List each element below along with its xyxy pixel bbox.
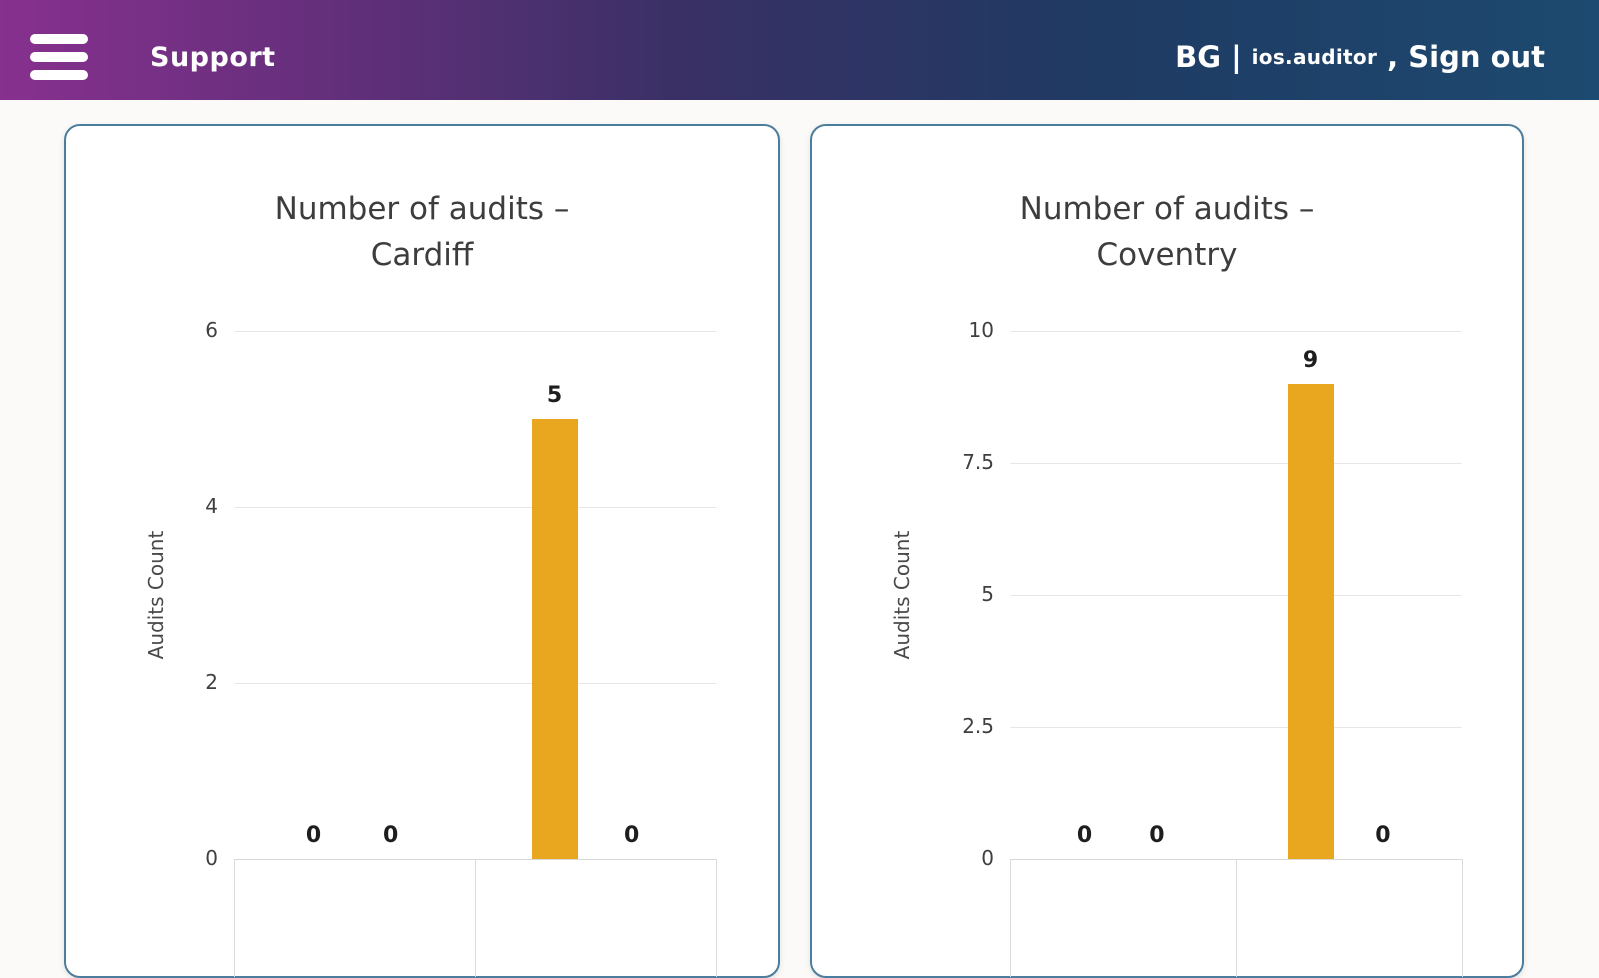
bar-value-label: 0 xyxy=(1076,823,1093,848)
gridline xyxy=(234,507,716,508)
gridline xyxy=(1010,727,1462,728)
y-tick-label: 0 xyxy=(205,846,218,870)
user-initials: BG xyxy=(1175,40,1222,74)
hamburger-bar xyxy=(30,34,88,44)
bar-value-label: 0 xyxy=(1149,823,1165,848)
gridline xyxy=(234,331,716,332)
nav-support[interactable]: Support xyxy=(150,41,276,73)
chart-title-line-1: Number of audits – xyxy=(1019,191,1315,227)
x-axis-line xyxy=(234,859,235,977)
bar-value-label: 0 xyxy=(1375,823,1391,848)
y-tick-label: 5 xyxy=(981,582,994,606)
bar-value-label: 9 xyxy=(1302,347,1319,373)
bar-value-label: 0 xyxy=(623,823,640,848)
x-axis-line xyxy=(1236,859,1237,977)
y-tick-label: 4 xyxy=(205,494,218,518)
x-axis-line xyxy=(475,859,476,977)
gridline xyxy=(234,683,716,684)
bar xyxy=(1287,383,1334,859)
y-tick-label: 10 xyxy=(968,318,994,342)
y-tick-label: 2.5 xyxy=(962,714,994,738)
y-tick-label: 6 xyxy=(205,318,218,342)
username: ios.auditor xyxy=(1251,45,1378,69)
gridline xyxy=(1010,595,1462,596)
bar-value-label: 0 xyxy=(382,823,399,848)
chart-title: Number of audits – Coventry xyxy=(812,186,1522,278)
chart-card-coventry: Number of audits – Coventry Audits Count… xyxy=(810,124,1524,978)
x-axis-line xyxy=(716,859,717,977)
chart-title-line-2: Cardiff xyxy=(370,237,474,273)
y-tick-label: 0 xyxy=(981,846,994,870)
sign-out-link[interactable]: , Sign out xyxy=(1387,40,1545,74)
y-tick-label: 2 xyxy=(205,670,218,694)
gridline xyxy=(1010,463,1462,464)
chart-plot-area: 10 7.5 5 2.5 0 0 0 9 0 xyxy=(812,126,1522,977)
y-tick-label: 7.5 xyxy=(962,450,994,474)
gridline xyxy=(1010,331,1462,332)
chart-title-line-1: Number of audits – xyxy=(274,191,570,227)
bar-value-label: 0 xyxy=(305,823,322,848)
user-area: BG | ios.auditor , Sign out xyxy=(1175,40,1545,74)
bar xyxy=(531,419,578,859)
x-axis-line xyxy=(1462,859,1463,977)
chart-plot-area: 6 4 2 0 0 0 5 0 xyxy=(66,126,778,977)
x-axis-line xyxy=(1010,859,1011,977)
chart-title-line-2: Coventry xyxy=(1096,237,1238,273)
separator: | xyxy=(1231,40,1242,74)
top-bar: Support BG | ios.auditor , Sign out xyxy=(0,0,1599,100)
hamburger-bar xyxy=(30,70,88,80)
hamburger-menu-icon[interactable] xyxy=(30,34,88,80)
bar-value-label: 5 xyxy=(546,383,563,408)
hamburger-bar xyxy=(30,52,88,62)
chart-card-cardiff: Number of audits – Cardiff Audits Count … xyxy=(64,124,780,978)
chart-title: Number of audits – Cardiff xyxy=(66,186,778,278)
